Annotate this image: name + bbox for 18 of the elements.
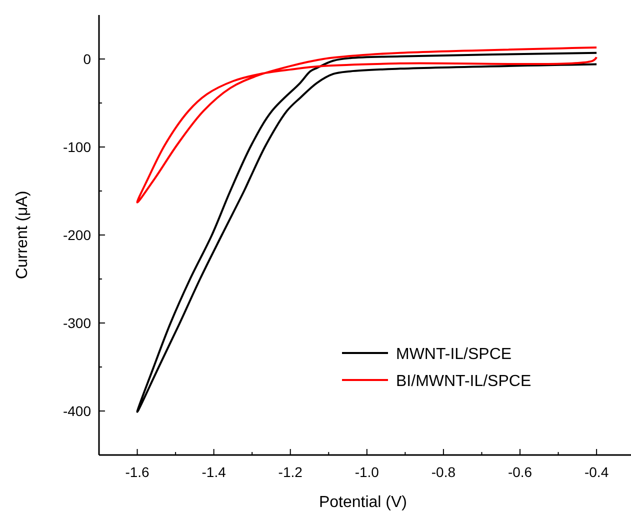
y-tick-label: -400 <box>62 403 92 419</box>
line-series <box>136 46 598 204</box>
y-tick-label: -200 <box>62 227 92 243</box>
x-tick-label: -0.4 <box>584 464 609 480</box>
line-series <box>136 52 598 413</box>
y-tick-label: -100 <box>62 139 92 155</box>
x-axis-title: Potential (V) <box>318 494 408 511</box>
x-tick-label: -1.4 <box>202 464 226 480</box>
x-tick-label: -1.0 <box>354 464 380 480</box>
y-tick-label: 0 <box>83 51 92 67</box>
legend-label: BI/MWNT-IL/SPCE <box>396 373 532 390</box>
y-axis-title: Current (μA) <box>14 190 31 280</box>
x-tick-label: -1.2 <box>278 464 303 480</box>
y-tick-label: -300 <box>62 315 92 331</box>
x-tick-label: -0.6 <box>508 464 532 480</box>
x-tick-label: -0.8 <box>431 464 456 480</box>
x-tick-label: -1.6 <box>125 464 150 480</box>
legend-label: MWNT-IL/SPCE <box>396 346 512 363</box>
